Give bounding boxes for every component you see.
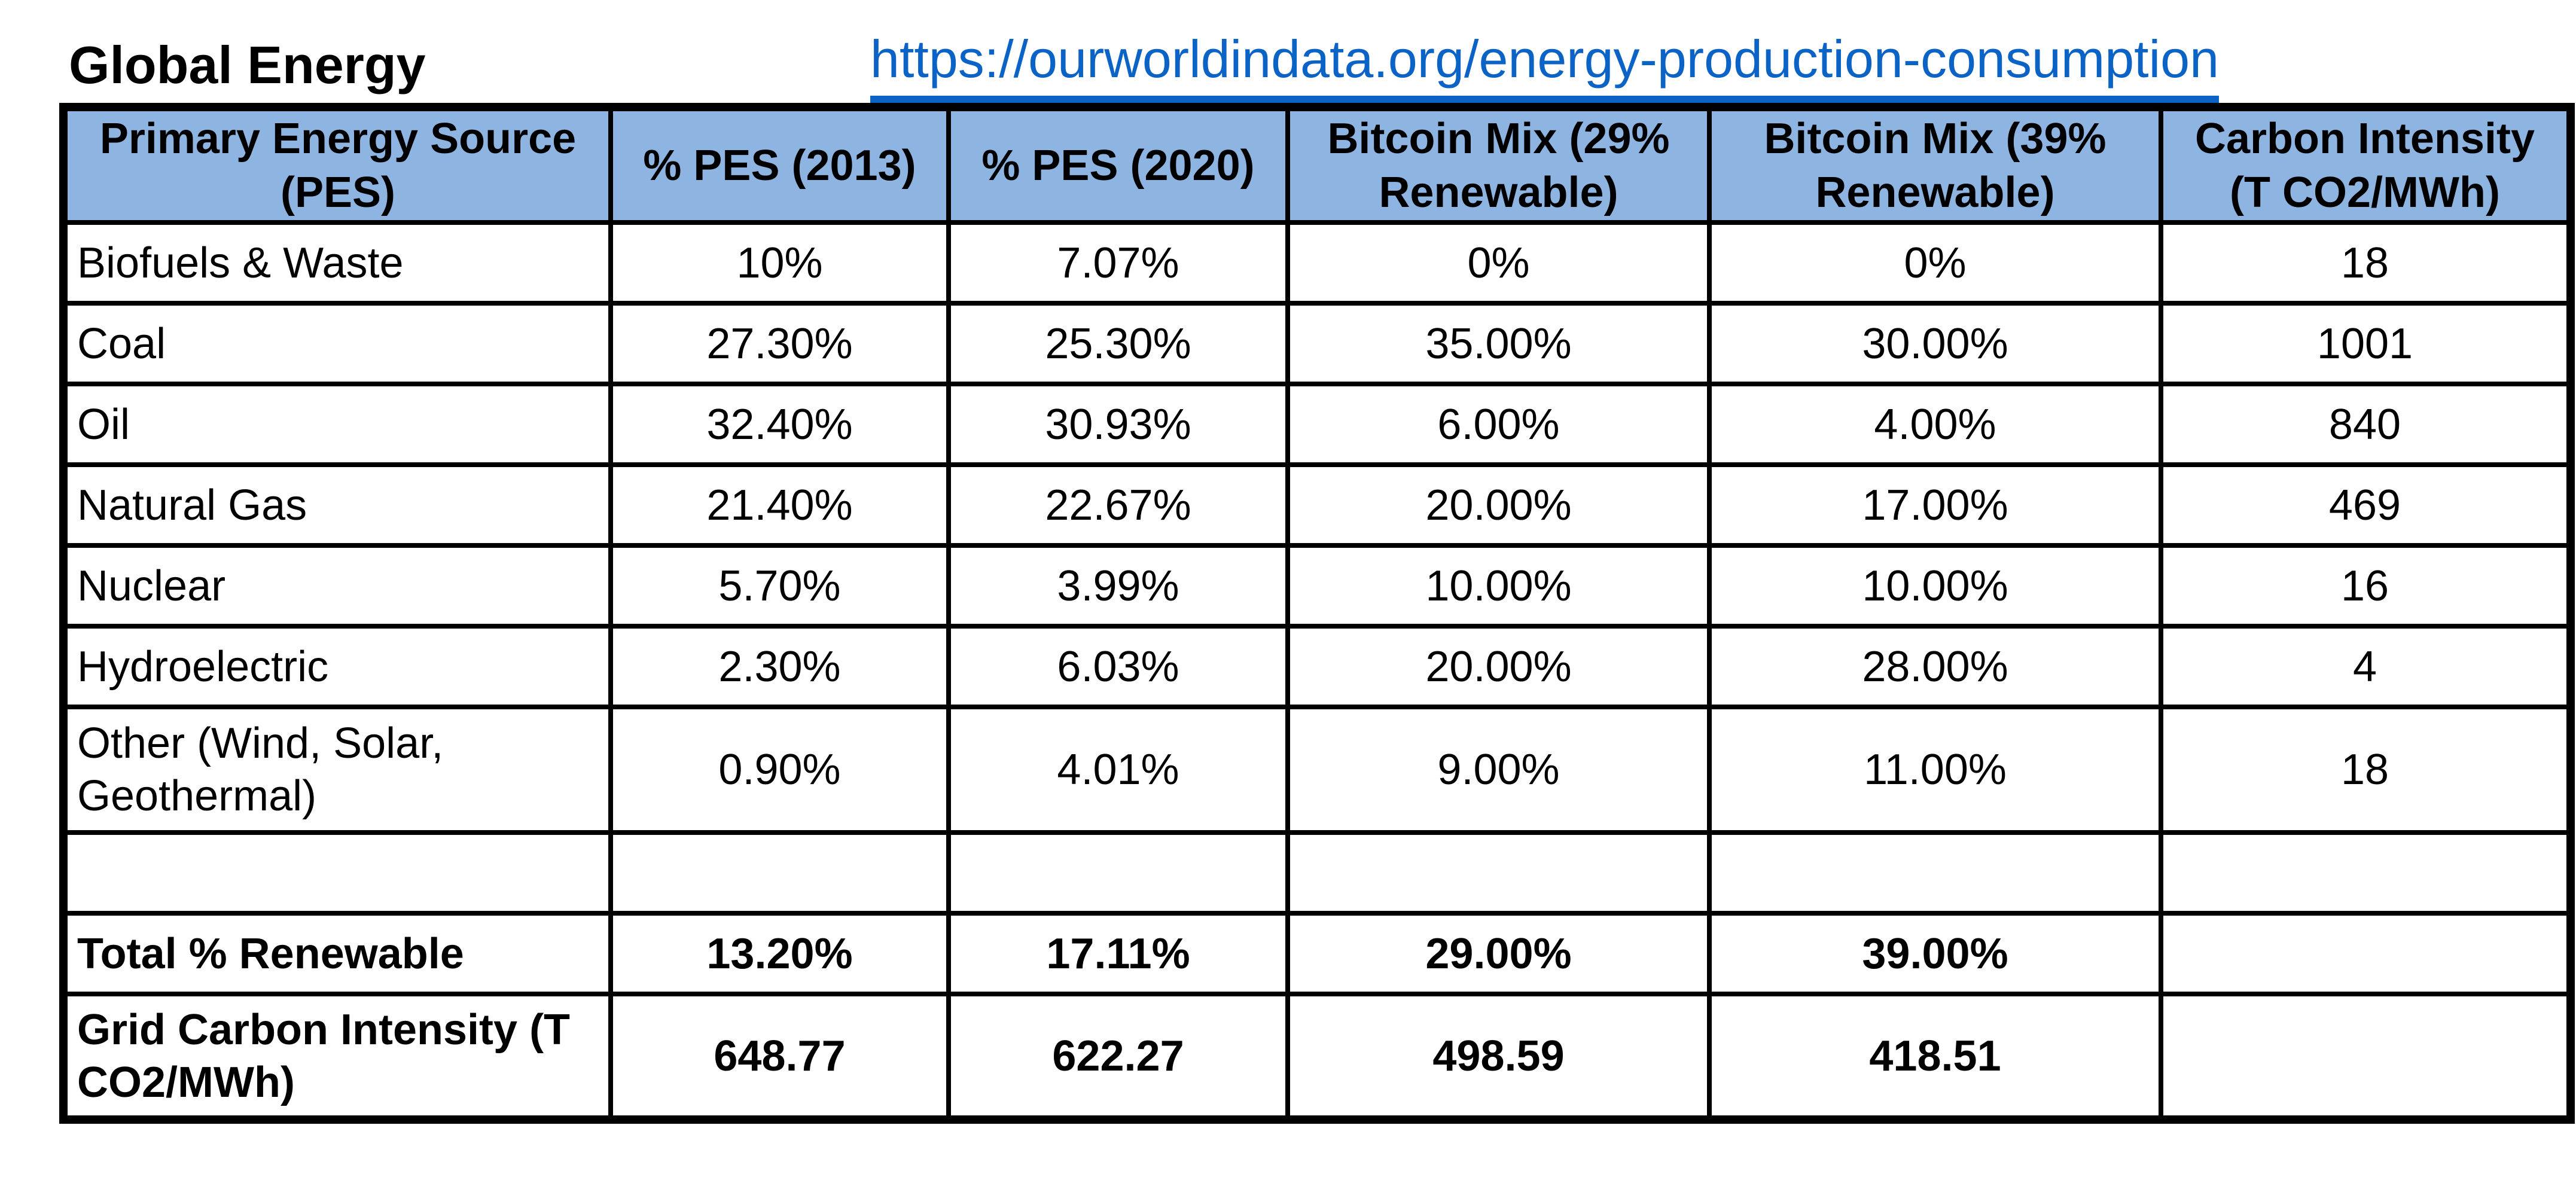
cell: 18 [2159, 705, 2573, 835]
cell: 9.00% [1285, 705, 1712, 835]
table-row: Biofuels & Waste 10% 7.07% 0% 0% 18 [61, 220, 2573, 306]
cell: 20.00% [1285, 624, 1712, 709]
cell: 498.59 [1285, 992, 1712, 1122]
row-label: Grid Carbon Intensity (T CO2/MWh) [61, 992, 613, 1122]
column-header: Bitcoin Mix (29% Renewable) [1285, 105, 1712, 225]
table-row: Oil 32.40% 30.93% 6.00% 4.00% 840 [61, 382, 2573, 467]
table-row: Grid Carbon Intensity (T CO2/MWh) 648.77 6… [61, 992, 2573, 1122]
cell: 6.00% [1285, 382, 1712, 467]
row-label: Hydroelectric [61, 624, 613, 709]
cell: 2.30% [608, 624, 951, 709]
column-header: Bitcoin Mix (39% Renewable) [1707, 105, 2163, 225]
cell: 39.00% [1707, 911, 2163, 996]
cell: 418.51 [1707, 992, 2163, 1122]
cell: 4.00% [1707, 382, 2163, 467]
cell: 11.00% [1707, 705, 2163, 835]
cell [2159, 830, 2573, 916]
cell: 0% [1285, 220, 1712, 306]
table-body: Biofuels & Waste 10% 7.07% 0% 0% 18 Coal 27.30%… [61, 220, 2573, 1122]
cell [1707, 830, 2163, 916]
cell: 20.00% [1285, 462, 1712, 548]
cell: 6.03% [946, 624, 1290, 709]
cell: 0.90% [608, 705, 951, 835]
table-row: Hydroelectric 2.30% 6.03% 20.00% 28.00% 4 [61, 624, 2573, 709]
cell: 35.00% [1285, 301, 1712, 386]
table-row: Total % Renewable 13.20% 17.11% 29.00% 39.00… [61, 911, 2573, 996]
cell: 27.30% [608, 301, 951, 386]
cell: 10.00% [1285, 543, 1712, 629]
cell: 622.27 [946, 992, 1290, 1122]
table-row: Natural Gas 21.40% 22.67% 20.00% 17.00% 469 [61, 462, 2573, 548]
table-row: Coal 27.30% 25.30% 35.00% 30.00% 1001 [61, 301, 2573, 386]
cell: 21.40% [608, 462, 951, 548]
row-label: Total % Renewable [61, 911, 613, 996]
cell: 469 [2159, 462, 2573, 548]
cell: 10% [608, 220, 951, 306]
cell [2159, 992, 2573, 1122]
cell: 4 [2159, 624, 2573, 709]
page-title: Global Energy [69, 35, 426, 94]
cell: 5.70% [608, 543, 951, 629]
cell: 648.77 [608, 992, 951, 1122]
cell: 25.30% [946, 301, 1290, 386]
cell: 22.67% [946, 462, 1290, 548]
cell: 13.20% [608, 911, 951, 996]
column-header: % PES (2013) [608, 105, 951, 225]
cell: 4.01% [946, 705, 1290, 835]
row-label: Coal [61, 301, 613, 386]
cell: 1001 [2159, 301, 2573, 386]
cell: 30.00% [1707, 301, 2163, 386]
energy-table: Primary Energy Source (PES)% PES (2013)%… [59, 103, 2575, 1124]
row-label: Biofuels & Waste [61, 220, 613, 306]
cell: 17.00% [1707, 462, 2163, 548]
cell [1285, 830, 1712, 916]
cell: 16 [2159, 543, 2573, 629]
cell [946, 830, 1290, 916]
table-row: Other (Wind, Solar, Geothermal) 0.90% 4.01… [61, 705, 2573, 835]
row-label: Other (Wind, Solar, Geothermal) [61, 705, 613, 835]
table-row [61, 830, 2573, 916]
cell [2159, 911, 2573, 996]
table-header: Primary Energy Source (PES)% PES (2013)%… [61, 105, 2573, 225]
cell: 28.00% [1707, 624, 2163, 709]
cell: 10.00% [1707, 543, 2163, 629]
column-header: Carbon Intensity (T CO2/MWh) [2159, 105, 2573, 225]
cell: 7.07% [946, 220, 1290, 306]
table-row: Nuclear 5.70% 3.99% 10.00% 10.00% 16 [61, 543, 2573, 629]
column-header: % PES (2020) [946, 105, 1290, 225]
cell: 30.93% [946, 382, 1290, 467]
column-header: Primary Energy Source (PES) [61, 105, 613, 225]
row-label: Nuclear [61, 543, 613, 629]
row-label: Natural Gas [61, 462, 613, 548]
cell: 17.11% [946, 911, 1290, 996]
cell: 29.00% [1285, 911, 1712, 996]
cell: 18 [2159, 220, 2573, 306]
row-label: Oil [61, 382, 613, 467]
cell: 0% [1707, 220, 2163, 306]
row-label [61, 830, 613, 916]
source-link[interactable]: https://ourworldindata.org/energy-produc… [870, 29, 2220, 103]
cell: 840 [2159, 382, 2573, 467]
cell [608, 830, 951, 916]
cell: 3.99% [946, 543, 1290, 629]
header-row: Primary Energy Source (PES)% PES (2013)%… [61, 105, 2573, 225]
cell: 32.40% [608, 382, 951, 467]
